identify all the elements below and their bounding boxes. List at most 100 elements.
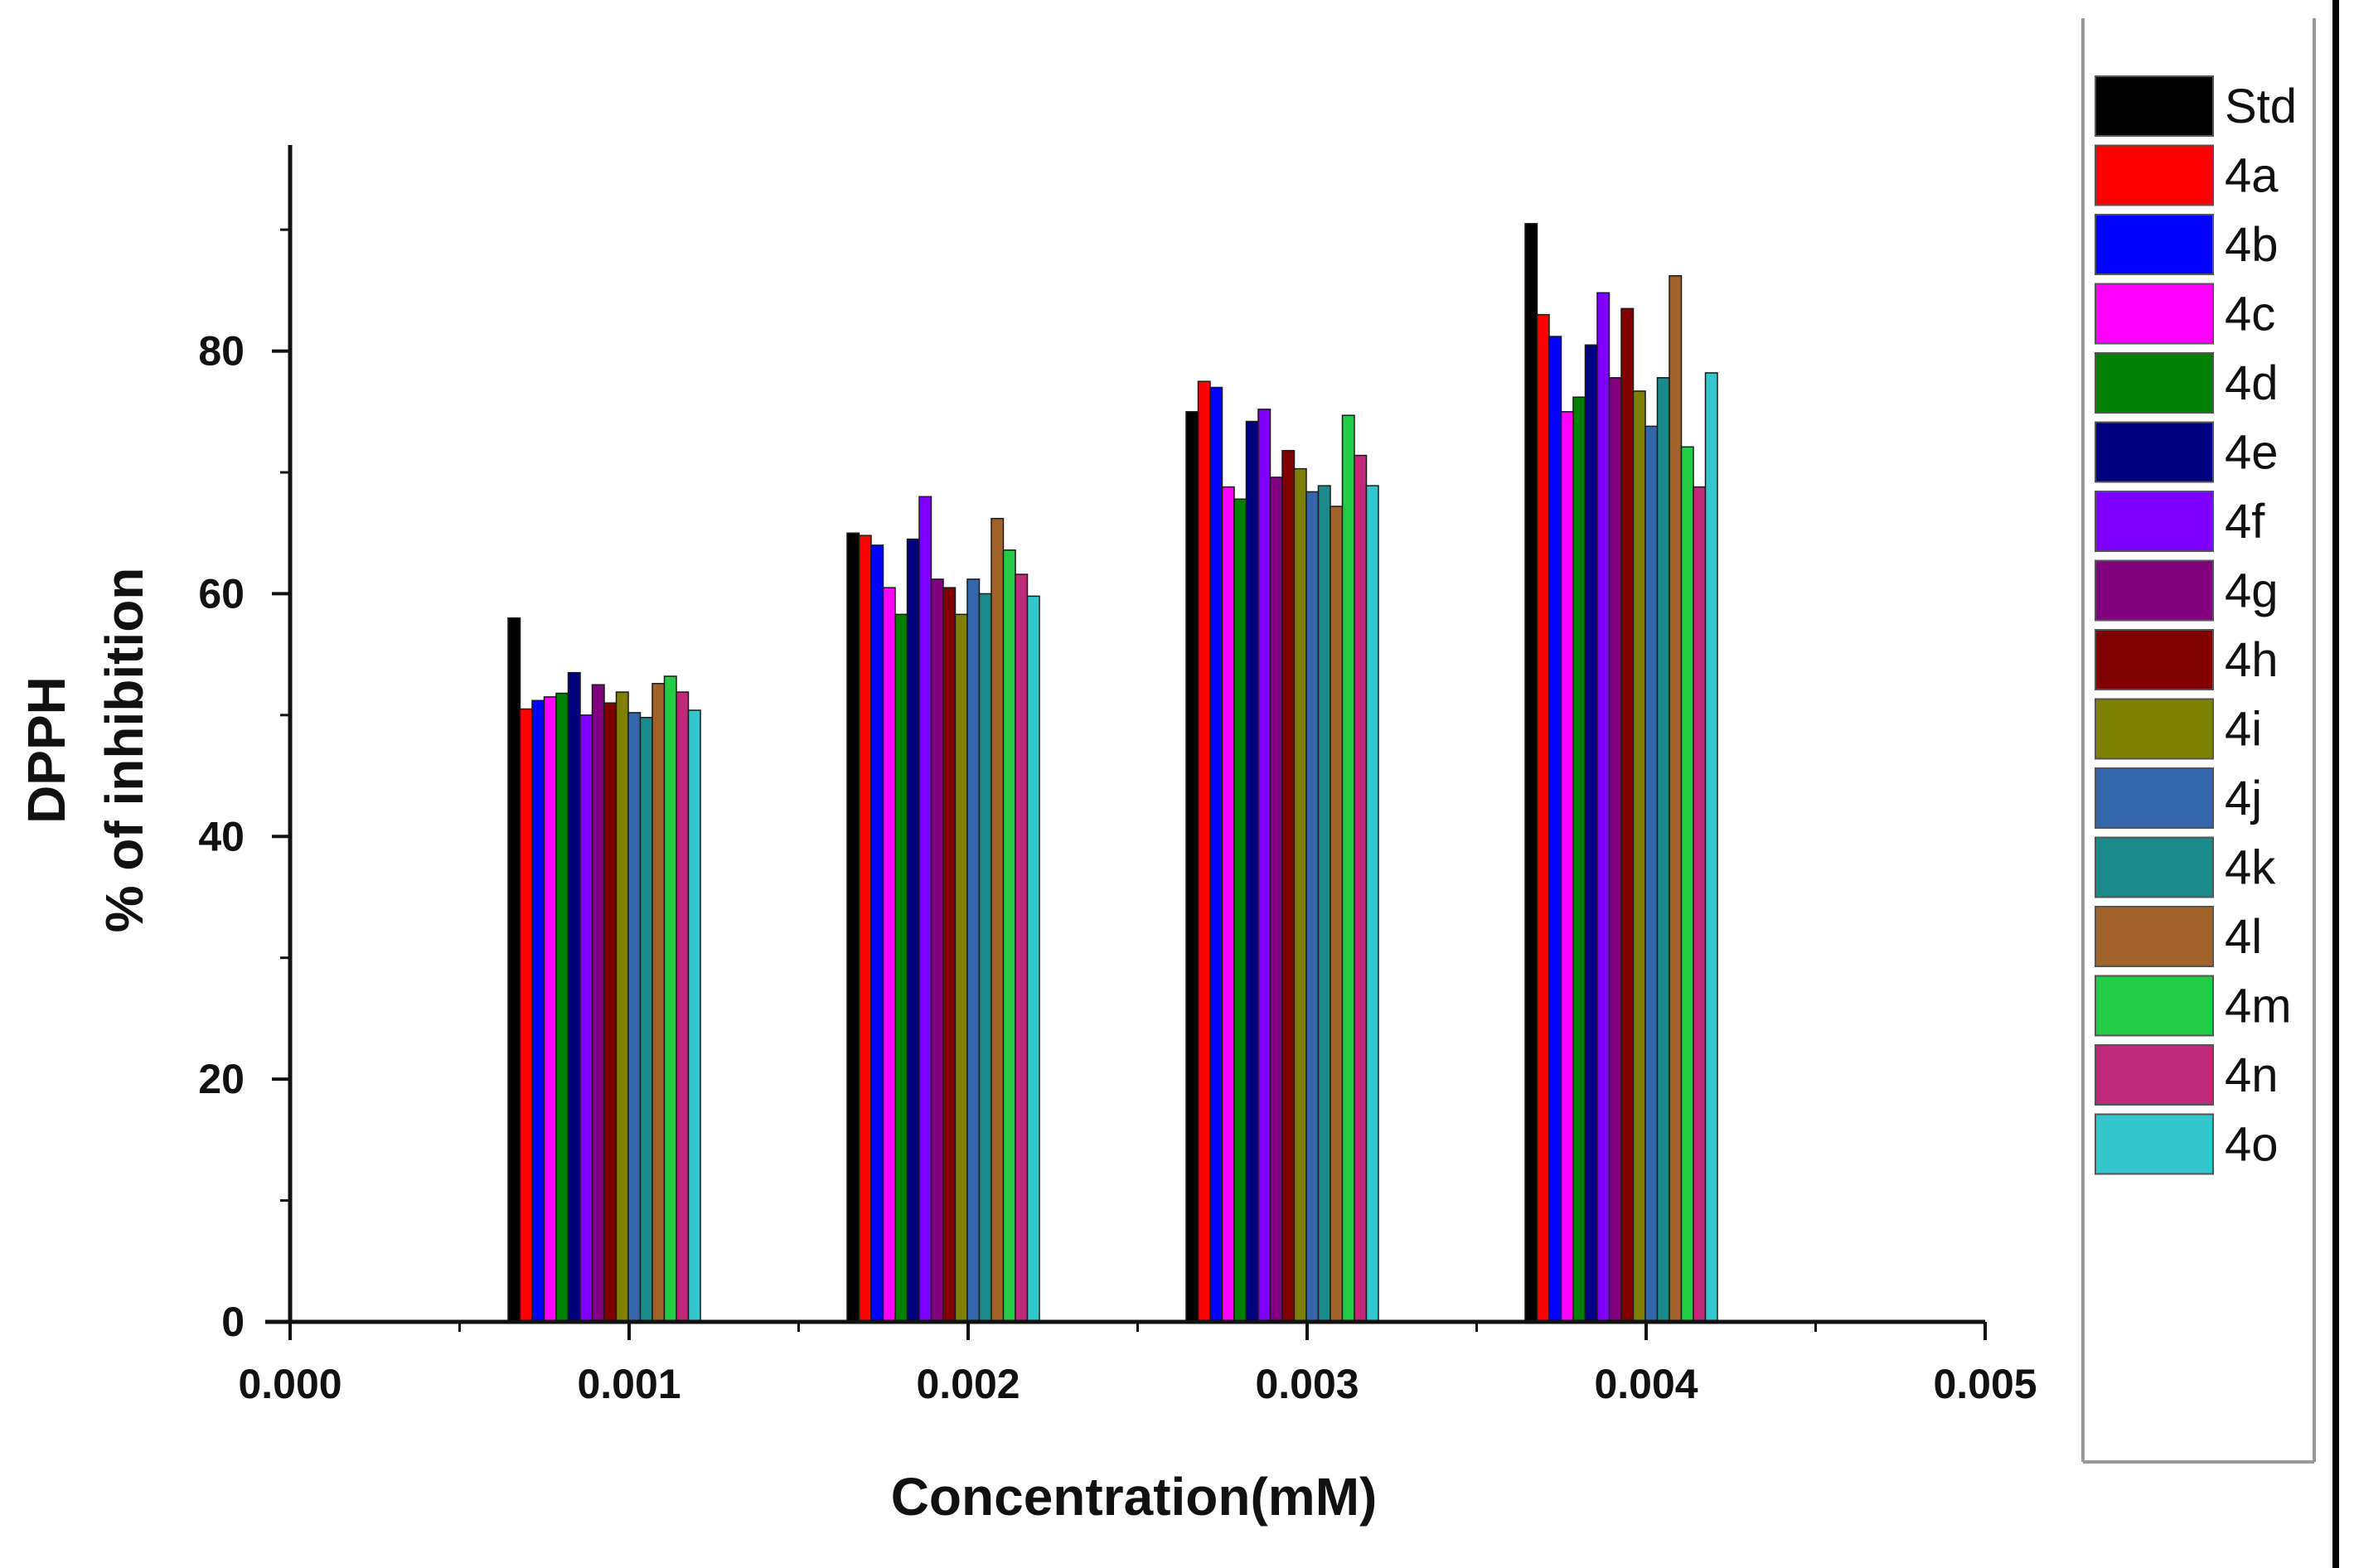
legend-swatch-4j [2095,767,2214,829]
bar-4o-0.001 [687,709,701,1323]
legend-label-4l: 4l [2225,910,2262,964]
bar-4g-0.003 [1269,477,1283,1323]
x-axis-title: Concentration(mM) [891,1467,1378,1527]
y-ticks: 0 20 40 60 80 [198,228,290,1345]
bar-4j-0.001 [627,712,642,1323]
x-tick-label: 0.005 [1933,1361,2037,1407]
bar-4e-0.002 [906,538,920,1323]
legend-label-4e: 4e [2225,426,2279,480]
bar-4h-0.001 [603,702,618,1323]
bar-Std-0.003 [1185,411,1199,1323]
y-tick-label: 60 [198,570,245,617]
bar-4k-0.003 [1317,485,1331,1323]
bar-4m-0.002 [1002,549,1016,1323]
bar-4c-0.001 [543,696,557,1323]
bar-4f-0.001 [579,714,593,1323]
legend-swatch-4l [2095,906,2214,967]
bar-4g-0.002 [930,578,944,1323]
bar-4d-0.001 [555,692,569,1323]
bar-4l-0.002 [991,517,1005,1323]
y-axis-title-line2: % of inhibition [94,568,154,933]
bar-4o-0.003 [1365,485,1379,1323]
legend-swatch-4g [2095,559,2214,622]
legend-label-4j: 4j [2225,772,2262,825]
legend-swatch-4c [2095,283,2214,345]
legend-swatch-4e [2095,421,2214,483]
bar-4j-0.002 [966,578,981,1323]
bar-4i-0.002 [954,613,968,1323]
legend-swatch-4b [2095,214,2214,275]
legend-swatch-4k [2095,836,2214,898]
bar-4a-0.004 [1536,313,1550,1323]
bar-4n-0.004 [1693,486,1707,1323]
bar-4d-0.003 [1233,498,1247,1323]
axes [265,145,1985,1324]
legend-swatch-4a [2095,144,2214,206]
bar-4l-0.001 [651,683,666,1323]
bar-4f-0.002 [918,496,932,1323]
bar-4b-0.001 [531,699,545,1323]
legend-label-4c: 4c [2225,288,2275,341]
bar-4g-0.004 [1608,377,1622,1323]
bar-4b-0.003 [1209,386,1223,1323]
x-tick-label: 0.003 [1255,1361,1359,1407]
legend-label-4a: 4a [2225,149,2279,203]
x-tick-label: 0.000 [238,1361,341,1407]
bar-4m-0.003 [1341,414,1355,1323]
bar-4k-0.002 [978,593,992,1323]
bar-4h-0.003 [1281,449,1296,1323]
bar-4m-0.001 [663,675,677,1323]
bar-Std-0.004 [1524,223,1538,1323]
bar-4f-0.003 [1257,409,1271,1323]
bar-4m-0.004 [1680,446,1694,1323]
legend-label-4n: 4n [2225,1048,2279,1102]
bar-4j-0.004 [1644,425,1659,1323]
bar-4a-0.001 [519,708,533,1323]
bar-4h-0.004 [1620,307,1635,1323]
x-tick-label: 0.001 [577,1361,681,1407]
bar-4n-0.002 [1015,573,1029,1323]
plot-area [507,223,1718,1323]
legend-swatch-4h [2095,629,2214,690]
bar-4a-0.003 [1197,380,1211,1323]
y-tick-label: 0 [221,1299,245,1345]
bar-4j-0.003 [1305,491,1320,1323]
bar-4e-0.003 [1245,420,1259,1323]
legend-label-4f: 4f [2225,495,2265,549]
bar-4c-0.004 [1560,411,1574,1323]
x-tick-label: 0.002 [916,1361,1020,1407]
bar-4e-0.004 [1584,344,1598,1323]
x-ticks: 0.000 0.001 0.002 0.003 0.004 0.005 [238,1322,2037,1407]
legend: Std 4a 4b 4c 4d 4e 4f 4g 4h 4i 4j 4k 4l 4m 4n 4o [2081,0,2339,1568]
bar-4b-0.002 [870,544,884,1323]
legend-label-Std: Std [2225,80,2297,133]
bar-4o-0.004 [1704,372,1718,1323]
x-tick-label: 0.004 [1594,1361,1698,1407]
bar-4e-0.001 [567,671,581,1323]
legend-swatch-4m [2095,975,2214,1037]
bar-4n-0.001 [676,691,690,1323]
bar-4i-0.001 [615,691,629,1323]
legend-swatch-Std [2095,75,2214,137]
bar-Std-0.002 [846,532,860,1323]
legend-label-4g: 4g [2225,564,2279,618]
bar-4l-0.004 [1669,275,1683,1323]
bar-4n-0.003 [1354,454,1368,1323]
legend-label-4k: 4k [2225,841,2276,895]
bar-4g-0.001 [591,684,605,1323]
legend-label-4d: 4d [2225,356,2279,410]
legend-swatch-4i [2095,698,2214,760]
legend-swatch-4n [2095,1044,2214,1106]
legend-swatch-4o [2095,1113,2214,1175]
legend-label-4b: 4b [2225,218,2279,272]
bar-4l-0.003 [1330,506,1344,1323]
bar-4d-0.002 [894,613,908,1323]
bar-4k-0.001 [639,717,653,1323]
y-tick-label: 20 [198,1056,245,1102]
legend-swatch-4d [2095,352,2214,414]
legend-swatch-4f [2095,491,2214,552]
bar-4i-0.004 [1632,390,1646,1323]
legend-label-4m: 4m [2225,980,2292,1033]
bar-4c-0.003 [1221,486,1235,1323]
